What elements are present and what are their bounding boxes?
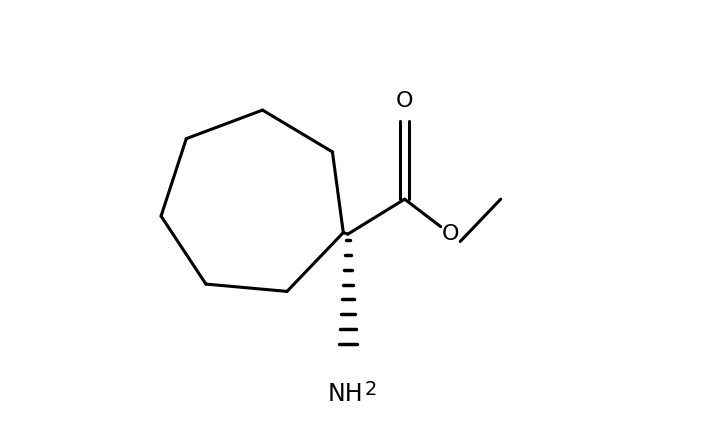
Text: 2: 2 bbox=[365, 380, 377, 399]
Text: O: O bbox=[396, 91, 414, 111]
Text: NH: NH bbox=[328, 382, 364, 407]
Text: O: O bbox=[442, 224, 459, 244]
